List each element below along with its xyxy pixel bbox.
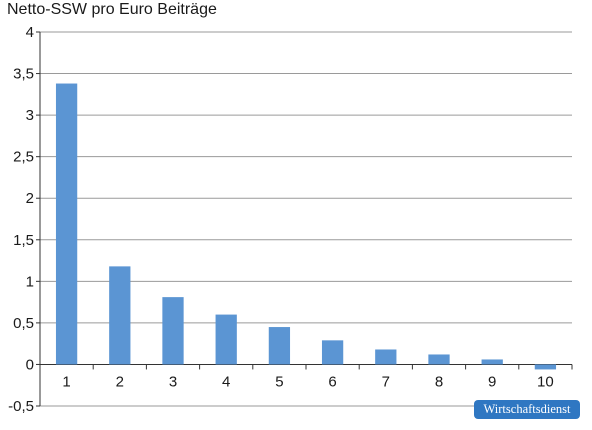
bar-10 xyxy=(534,364,557,370)
axes xyxy=(36,31,573,407)
x-tick-label: 9 xyxy=(488,373,496,390)
x-tick-label: 1 xyxy=(62,373,70,390)
x-tick-label: 3 xyxy=(169,373,177,390)
bar-1 xyxy=(55,83,78,365)
bar-2 xyxy=(109,266,131,365)
x-tick-label: 8 xyxy=(435,373,443,390)
bar-8 xyxy=(428,354,450,365)
bar-9 xyxy=(481,359,503,365)
y-tick-label: 4 xyxy=(26,24,34,41)
bars xyxy=(55,83,557,370)
gridlines xyxy=(40,31,572,407)
x-tick-label: 5 xyxy=(275,373,283,390)
bar-7 xyxy=(375,349,397,365)
y-tick-label: 1 xyxy=(26,273,34,290)
bar-4 xyxy=(215,314,237,365)
y-tick-label: 3,5 xyxy=(13,66,34,83)
bar-6 xyxy=(321,340,344,365)
chart-title: Netto-SSW pro Euro Beiträge xyxy=(7,1,217,18)
source-badge: Wirtschaftsdienst xyxy=(474,400,580,419)
x-tick-label: 2 xyxy=(116,373,124,390)
x-tick-label: 4 xyxy=(222,373,230,390)
y-tick-label: 2 xyxy=(26,190,34,207)
x-tick-label: 7 xyxy=(382,373,390,390)
x-tick-labels: 1 2 3 4 5 6 7 8 9 10 xyxy=(62,373,553,390)
bar-5 xyxy=(268,327,291,365)
bar-3 xyxy=(162,297,184,365)
x-tick-label: 6 xyxy=(328,373,336,390)
y-tick-labels: 4 3,5 3 2,5 2 1,5 1 0,5 0 -0,5 xyxy=(8,24,34,415)
x-tick-label: 10 xyxy=(537,373,554,390)
y-tick-label: 0 xyxy=(26,356,34,373)
y-tick-label: -0,5 xyxy=(8,398,34,415)
y-tick-label: 2,5 xyxy=(13,149,34,166)
y-tick-label: 3 xyxy=(26,107,34,124)
y-tick-label: 1,5 xyxy=(13,232,34,249)
y-tick-label: 0,5 xyxy=(13,315,34,332)
